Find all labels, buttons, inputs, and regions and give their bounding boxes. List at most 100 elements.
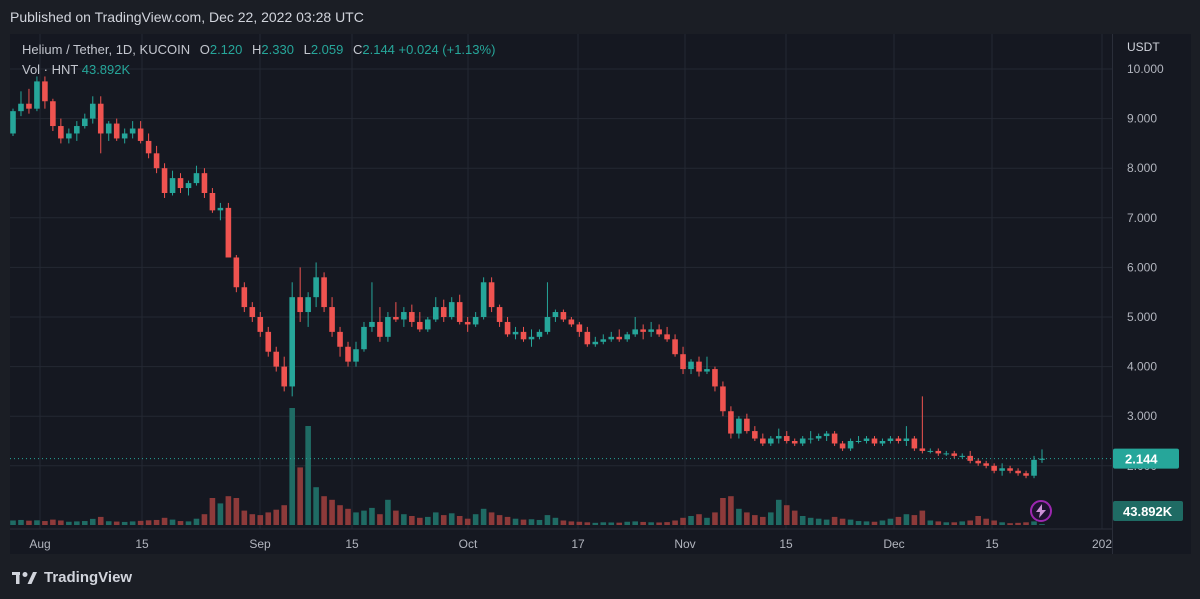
candle-body xyxy=(409,312,415,322)
last-volume-value: 43.892K xyxy=(1123,504,1173,519)
candle-body xyxy=(305,297,311,313)
candle-body xyxy=(480,282,487,317)
price-scale[interactable]: 10.000 9.000 8.000 7.000 6.000 5.000 4.000 3.00… xyxy=(1112,34,1191,554)
candle-body xyxy=(89,103,96,119)
candle-body xyxy=(831,433,838,444)
price-tick-label: 3.000 xyxy=(1127,409,1157,423)
volume-bar xyxy=(50,519,56,525)
volume-bar xyxy=(281,505,288,525)
candlestick-chart[interactable]: Aug 15 Sep 15 Oct 17 Nov 15 Dec 15 202 xyxy=(10,34,1112,554)
volume-bar xyxy=(983,518,989,525)
volume-bar xyxy=(105,521,112,525)
volume-bar xyxy=(560,520,567,525)
volume-bar xyxy=(584,522,591,525)
volume-bar xyxy=(209,498,216,525)
time-tick-label: Sep xyxy=(249,537,271,551)
candle-body xyxy=(369,321,375,327)
volume-bar xyxy=(369,507,375,525)
volume-bar xyxy=(153,519,160,525)
legend-open-label: O xyxy=(199,42,210,57)
legend-change: +0.024 (+1.13%) xyxy=(398,42,496,57)
candle-body xyxy=(696,361,702,372)
volume-bar xyxy=(89,518,96,525)
candle-body xyxy=(321,277,327,308)
published-header: Published on TradingView.com, Dec 22, 20… xyxy=(0,0,1200,34)
volume-bar xyxy=(903,514,910,525)
candle-body xyxy=(265,331,272,352)
volume-bar xyxy=(520,519,527,525)
candle-body xyxy=(448,302,455,317)
candle-body xyxy=(584,331,591,345)
candle-body xyxy=(345,346,351,362)
candle-body xyxy=(760,438,766,444)
volume-bar xyxy=(169,519,176,525)
volume-bar xyxy=(424,516,431,525)
volume-bar xyxy=(225,496,232,525)
volume-bar xyxy=(847,519,854,525)
last-price-tag xyxy=(1113,448,1179,469)
published-text: Published on TradingView.com, Dec 22, 20… xyxy=(10,9,364,25)
candle-body xyxy=(871,438,878,444)
volume-bar xyxy=(193,518,200,525)
time-tick-label: Aug xyxy=(29,537,50,551)
legend-low-label: L xyxy=(303,42,311,57)
chart-panel[interactable]: Aug 15 Sep 15 Oct 17 Nov 15 Dec 15 202 xyxy=(10,34,1112,554)
candle-body xyxy=(752,431,758,439)
volume-bar xyxy=(377,514,383,525)
candle-body xyxy=(568,319,575,325)
time-tick-label: 15 xyxy=(779,537,793,551)
volume-bar xyxy=(592,522,599,525)
candle-body xyxy=(225,207,232,258)
legend-open-value: 2.120 xyxy=(209,42,243,57)
candle-body xyxy=(201,173,208,193)
tradingview-brand: TradingView xyxy=(44,569,133,586)
candle-body xyxy=(66,133,72,139)
volume-bar xyxy=(568,521,575,525)
candle-body xyxy=(417,321,423,330)
candle-body xyxy=(42,81,48,102)
candle-body xyxy=(799,438,806,444)
volume-bar xyxy=(744,512,750,525)
candle-body xyxy=(177,178,184,189)
candle-body xyxy=(879,441,886,444)
candle-body xyxy=(464,321,471,325)
candle-body xyxy=(823,433,830,437)
volume-bar xyxy=(855,521,862,525)
candle-body xyxy=(257,317,264,332)
candle-body xyxy=(281,366,288,387)
candle-body xyxy=(839,443,846,449)
volume-bar xyxy=(999,522,1005,525)
candle-body xyxy=(193,173,200,184)
candle-body xyxy=(664,334,670,340)
volume-bar xyxy=(783,505,790,525)
candle-body xyxy=(991,465,997,471)
volume-bar xyxy=(943,522,950,525)
volume-bar xyxy=(799,516,806,525)
volume-bar xyxy=(1031,521,1037,525)
candle-body xyxy=(712,369,718,387)
lightning-icon xyxy=(1036,504,1046,518)
legend-close-label: C xyxy=(352,42,363,57)
candle-body xyxy=(393,317,399,320)
volume-bar xyxy=(927,520,934,525)
volume-bar xyxy=(760,516,766,525)
candle-body xyxy=(1007,468,1013,471)
candle-body xyxy=(704,369,710,372)
volume-bar xyxy=(26,520,32,525)
candle-body xyxy=(361,326,367,350)
candle-body xyxy=(113,123,120,139)
candle-body xyxy=(10,111,16,134)
volume-bar xyxy=(401,514,407,525)
candle-body xyxy=(145,140,152,154)
volume-bar xyxy=(863,521,870,525)
candle-body xyxy=(1023,473,1029,476)
candle-body xyxy=(329,307,335,332)
time-tick-label: 15 xyxy=(345,537,359,551)
candle-body xyxy=(249,307,256,317)
price-scale-svg: 10.000 9.000 8.000 7.000 6.000 5.000 4.000 3.00… xyxy=(1113,40,1183,521)
candle-body xyxy=(815,436,822,439)
price-tick-label: 10.000 xyxy=(1127,62,1164,76)
candle-body xyxy=(576,324,583,332)
volume-bar xyxy=(313,487,319,525)
tradingview-logo[interactable]: TradingView xyxy=(12,569,132,586)
